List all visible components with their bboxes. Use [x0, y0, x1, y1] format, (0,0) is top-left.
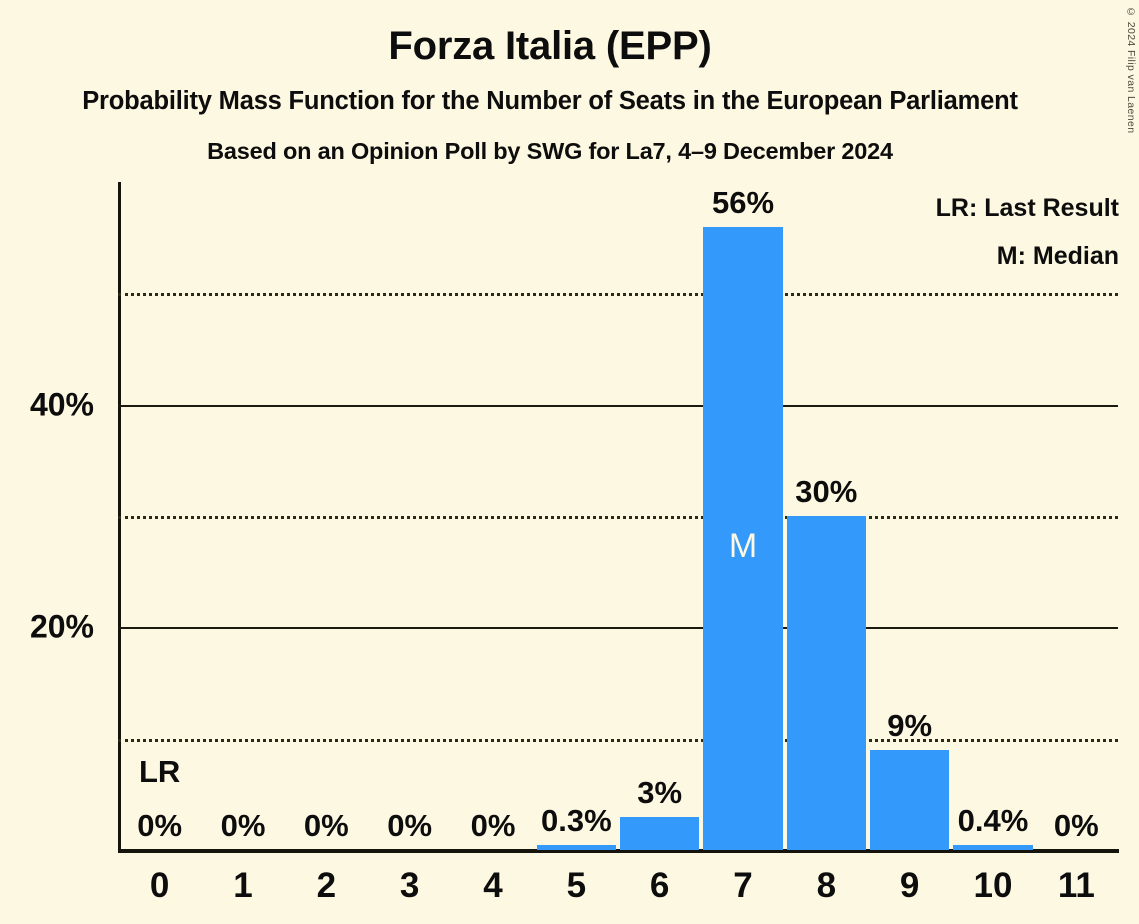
bar-value-label-3: 0%: [387, 808, 433, 843]
bar-value-label-5: 0.3%: [540, 803, 612, 838]
x-tick-label-6: 6: [649, 866, 670, 905]
bar-value-label-10: 0.4%: [957, 803, 1029, 838]
x-tick-label-8: 8: [816, 866, 837, 905]
x-tick-label-9: 9: [899, 866, 920, 905]
bar-value-label-11: 0%: [1053, 808, 1099, 843]
bar-value-label-2: 0%: [303, 808, 349, 843]
bar-value-label-0: 0%: [137, 808, 183, 843]
gridline-50pct: [118, 293, 1118, 297]
y-tick-label-40pct: 40%: [29, 386, 94, 423]
x-tick-label-3: 3: [399, 866, 420, 905]
x-tick-label-2: 2: [316, 866, 337, 905]
bar-seat-8[interactable]: [786, 516, 866, 850]
bar-value-label-1: 0%: [220, 808, 266, 843]
gridline-20pct: [118, 627, 1118, 630]
x-tick-label-10: 10: [973, 866, 1013, 905]
x-tick-label-0: 0: [149, 866, 170, 905]
median-marker: M: [728, 526, 758, 565]
legend-entry-last-result: LR: Last Result: [935, 194, 1119, 222]
chart-subtitle: Probability Mass Function for the Number…: [82, 87, 1018, 115]
plot-area: M: [118, 182, 1118, 850]
bar-value-label-8: 30%: [795, 474, 858, 509]
gridline-10pct: [118, 738, 1118, 742]
x-tick-label-11: 11: [1057, 866, 1095, 905]
x-axis-line: [118, 849, 1119, 853]
bar-value-label-9: 9%: [887, 707, 933, 743]
gridline-40pct: [118, 404, 1118, 407]
bar-seat-9[interactable]: [870, 749, 950, 850]
bar-value-label-7: 56%: [711, 184, 775, 220]
gridline-30pct: [118, 516, 1118, 519]
x-tick-label-4: 4: [483, 866, 503, 905]
x-tick-label-1: 1: [233, 866, 253, 905]
chart-legend: LR: Last Result M: Median: [936, 184, 1119, 280]
x-tick-label-5: 5: [566, 866, 587, 905]
bar-seat-10[interactable]: [953, 845, 1033, 850]
bar-value-label-4: 0%: [470, 808, 516, 843]
bar-value-label-6: 3%: [637, 774, 683, 810]
bar-seat-5[interactable]: [536, 845, 616, 850]
chart-title: Forza Italia (EPP): [388, 24, 712, 68]
legend-entry-median: M: Median: [996, 242, 1119, 270]
bar-seat-6[interactable]: [620, 816, 700, 850]
x-tick-label-7: 7: [733, 866, 753, 905]
chart-source-line: Based on an Opinion Poll by SWG for La7,…: [207, 138, 893, 164]
last-result-marker: LR: [139, 754, 181, 789]
copyright-notice: © 2024 Filip van Laenen: [1125, 6, 1137, 134]
bar-seat-7[interactable]: M: [703, 226, 783, 850]
y-tick-label-20pct: 20%: [29, 608, 94, 645]
